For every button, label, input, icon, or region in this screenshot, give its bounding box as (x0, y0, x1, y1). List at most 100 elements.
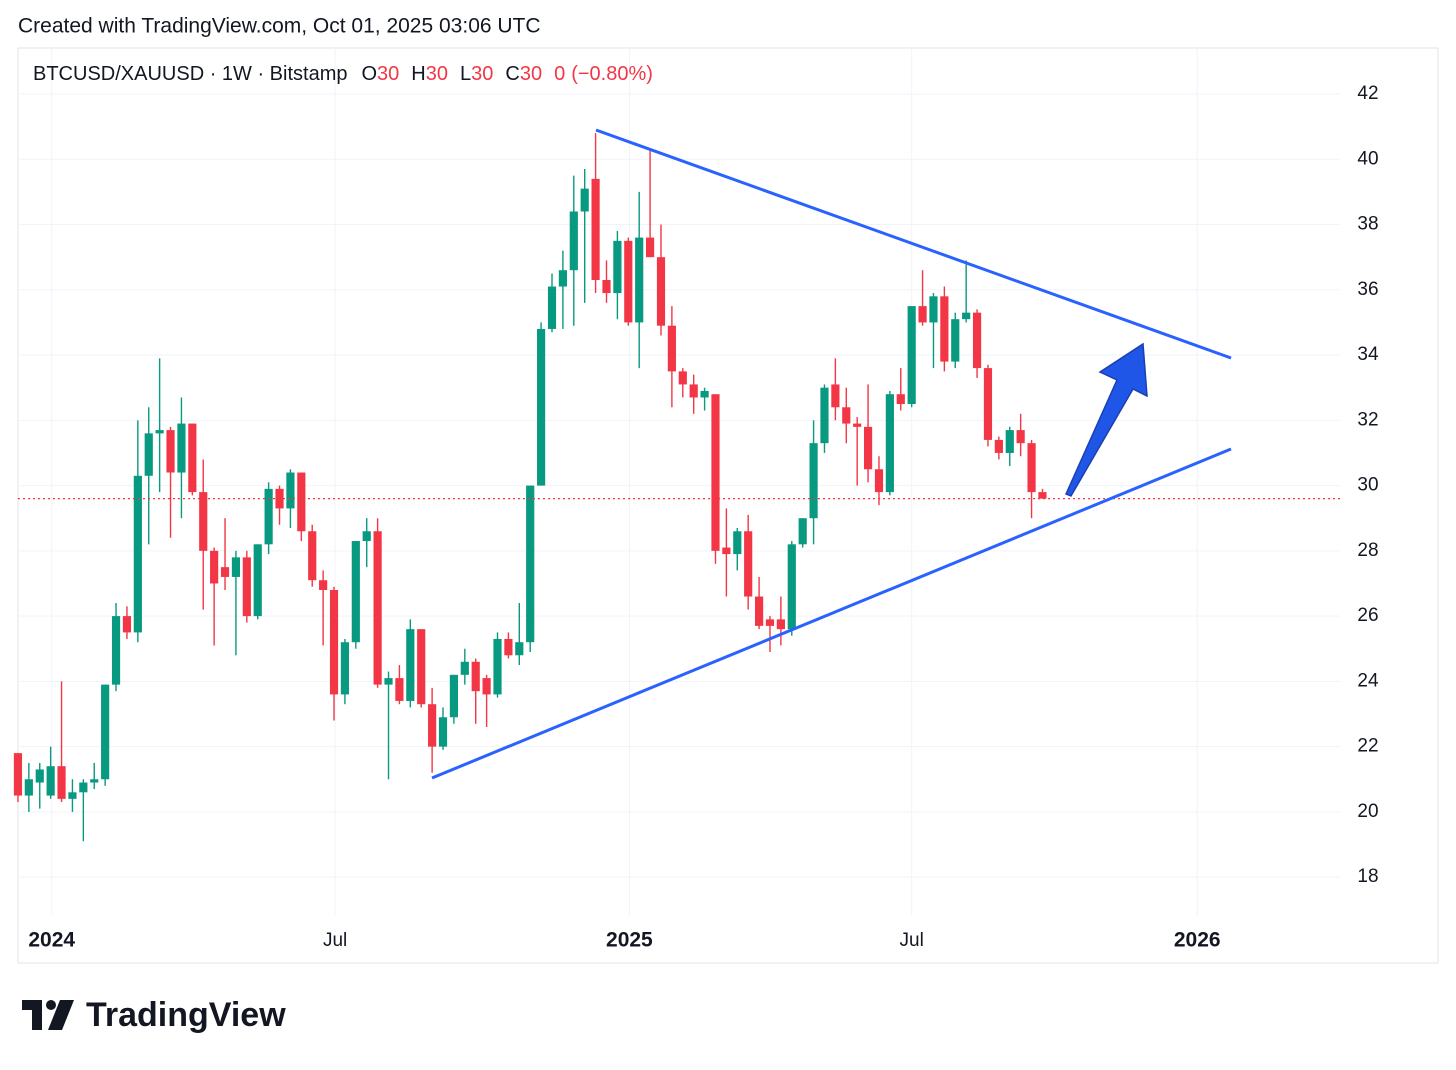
axes: 18 20 22 24 26 28 30 32 34 36 38 40 42 2024 Jul 2025 Jul… (28, 83, 1379, 952)
y-tick-label: 40 (1357, 148, 1378, 169)
y-tick-label: 22 (1357, 736, 1378, 757)
candle-body (177, 423, 186, 473)
legend: BTCUSD/XAUUSD · 1W · Bitstamp O30 H30 L30 C3… (33, 63, 653, 85)
candle-body (820, 387, 829, 444)
y-tick-label: 18 (1357, 866, 1378, 887)
candle-body (242, 557, 251, 617)
candle-body (297, 472, 306, 532)
candle-body (569, 211, 578, 271)
candle-body (951, 319, 960, 362)
ohlc-value: 30 (426, 63, 448, 85)
candle-body (308, 531, 317, 581)
candle-body (667, 325, 676, 372)
brand: TradingView (86, 996, 286, 1034)
candle-body (351, 541, 360, 643)
candle-body (1016, 430, 1025, 444)
candle-body (526, 485, 535, 643)
candle-body (35, 769, 44, 783)
candle-body (68, 792, 77, 799)
candle-body (646, 237, 655, 258)
candle-body (885, 394, 894, 493)
candle-body (711, 394, 720, 551)
x-tick-label: 2024 (28, 929, 75, 952)
lower-trendline (431, 447, 1232, 780)
candle-body (122, 616, 132, 633)
candle-body (144, 433, 153, 476)
grid (18, 48, 1340, 915)
candle-body (340, 642, 350, 695)
candle-body (896, 394, 905, 405)
candle-body (722, 547, 731, 555)
candle-body (264, 488, 273, 545)
logo-mark (22, 1000, 42, 1030)
brand-logo: TradingView (22, 996, 286, 1034)
y-tick-label: 38 (1357, 214, 1378, 235)
candle-body (558, 270, 567, 287)
candle-body (863, 426, 873, 470)
candle-body (210, 550, 219, 584)
candle-body (689, 384, 698, 398)
candle-body (744, 531, 753, 597)
candle-body (220, 567, 230, 577)
symbol-legend: BTCUSD/XAUUSD · 1W · Bitstamp O30 H30 L30 C3… (33, 63, 653, 85)
candle-body (733, 531, 742, 555)
x-tick-label: Jul (900, 930, 924, 951)
ohlc-key: C (505, 63, 519, 85)
ohlc-key: O (361, 63, 377, 85)
candle-body (253, 544, 262, 617)
candle-body (962, 312, 971, 320)
y-tick-label: 28 (1357, 540, 1378, 561)
candle-body (188, 423, 197, 493)
candle-body (101, 684, 110, 780)
y-tick-label: 24 (1357, 670, 1379, 691)
candle-body (111, 616, 121, 685)
candle-body (438, 717, 448, 747)
candle-body (809, 443, 818, 519)
ohlc-value: 30 (520, 63, 542, 85)
candle-body (787, 544, 796, 630)
candle-body (166, 430, 175, 473)
y-tick-label: 34 (1357, 344, 1379, 365)
candle-body (918, 306, 927, 323)
ohlc-value: 30 (377, 63, 399, 85)
candle-body (798, 518, 807, 545)
candle-body (1005, 430, 1014, 453)
candle-body (613, 240, 622, 294)
candle-body (994, 439, 1003, 453)
arrow (1064, 342, 1148, 497)
candle-body (700, 390, 709, 398)
candle-body (580, 188, 589, 212)
candle-body (231, 557, 241, 577)
candle-body (842, 407, 851, 424)
candle-body (624, 240, 633, 323)
ohlc-key: H (411, 63, 425, 85)
candle-body (362, 531, 371, 542)
y-tick-label: 42 (1357, 83, 1378, 104)
candle-body (46, 766, 55, 796)
ohlc-key: L (460, 63, 471, 85)
symbol: BTCUSD/XAUUSD · 1W · Bitstamp (33, 63, 347, 85)
candle-body (765, 619, 775, 626)
upper-trendline (595, 128, 1232, 360)
candle-body (874, 469, 884, 493)
candle-body (591, 178, 600, 281)
candle-body (155, 430, 164, 434)
candle-body (635, 237, 644, 323)
candle-body (417, 629, 426, 705)
change-percent: (−0.80%) (571, 63, 653, 85)
candles (13, 133, 1340, 842)
candle-body (547, 286, 557, 329)
candle-body (929, 296, 938, 323)
candle-body (329, 589, 339, 695)
candle-body (983, 368, 993, 440)
candle-body (373, 531, 382, 685)
y-tick-label: 32 (1357, 409, 1378, 430)
candle-body (493, 638, 502, 695)
candle-body (482, 678, 491, 695)
y-tick-label: 20 (1357, 801, 1378, 822)
candle-body (831, 384, 840, 408)
attribution: Created with TradingView.com, Oct 01, 20… (18, 15, 541, 38)
candle-body (537, 328, 546, 486)
candle-body (515, 642, 524, 656)
